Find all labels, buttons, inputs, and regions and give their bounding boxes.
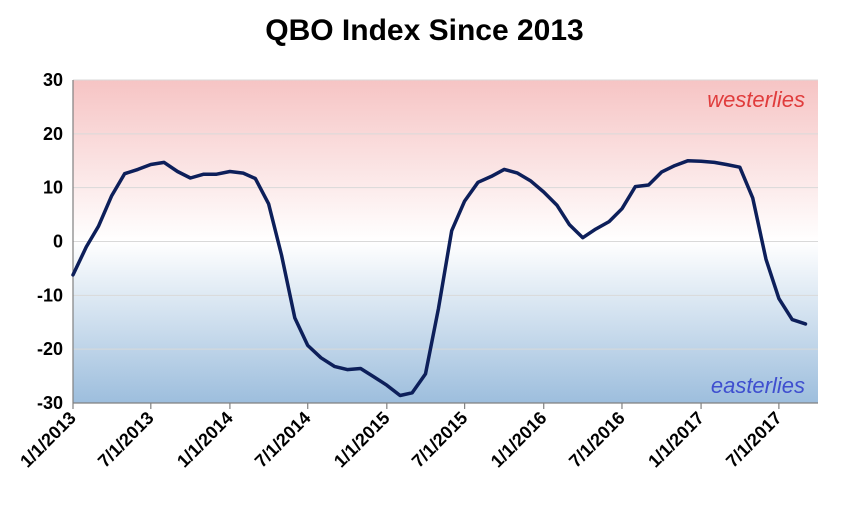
data-points	[72, 160, 806, 396]
y-tick-label: 0	[53, 232, 63, 252]
y-tick-label: 10	[43, 178, 63, 198]
axes	[72, 80, 818, 409]
x-tick-label: 1/1/2015	[330, 408, 394, 472]
x-tick-label: 7/1/2015	[408, 408, 472, 472]
x-tick-label: 1/1/2017	[644, 408, 708, 472]
x-tick-label: 7/1/2017	[722, 408, 786, 472]
y-tick-label: -30	[37, 393, 63, 413]
westerlies-label: westerlies	[707, 87, 805, 112]
y-tick-label: 20	[43, 124, 63, 144]
easterlies-label: easterlies	[711, 373, 805, 398]
x-tick-labels: 1/1/2013 7/1/2013 1/1/2014 7/1/2014 1/1/2015…	[16, 408, 786, 472]
x-tick-label: 1/1/2016	[487, 408, 551, 472]
y-tick-label: -20	[37, 339, 63, 359]
zone-labels: westerlies easterlies	[707, 87, 805, 398]
y-tick-labels: 30 20 10 0 -10 -20 -30	[37, 70, 63, 413]
x-tick-label: 7/1/2013	[94, 408, 158, 472]
chart-title: QBO Index Since 2013	[265, 14, 584, 47]
gridlines	[73, 79, 818, 350]
x-tick-label: 7/1/2016	[565, 408, 629, 472]
x-tick-label: 1/1/2014	[173, 408, 237, 472]
y-tick-label: 30	[43, 70, 63, 90]
x-tick-label: 7/1/2014	[251, 408, 315, 472]
y-tick-label: -10	[37, 285, 63, 305]
x-tick-label: 1/1/2013	[16, 408, 80, 472]
